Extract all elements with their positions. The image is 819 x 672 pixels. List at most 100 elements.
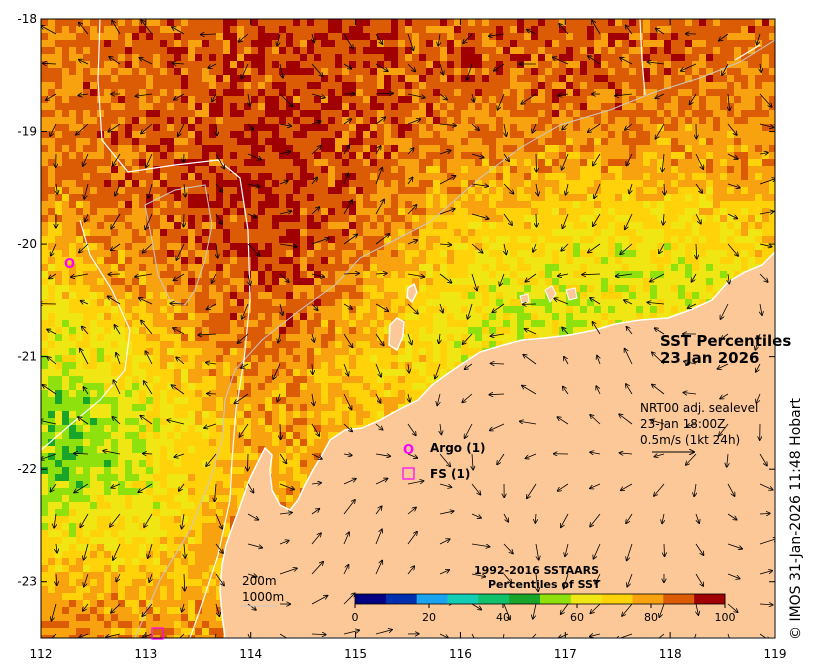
current-arrow — [683, 393, 697, 394]
current-arrow — [80, 513, 89, 527]
current-arrow — [343, 565, 349, 575]
colorbar-swatch — [385, 594, 418, 604]
current-arrow — [116, 353, 121, 365]
current-arrow — [49, 273, 57, 279]
current-arrow — [629, 183, 632, 193]
current-arrow — [621, 483, 633, 490]
current-arrow — [407, 566, 414, 575]
lat-tick-label: -23 — [17, 575, 37, 589]
current-arrow — [311, 273, 324, 277]
current-arrow — [655, 123, 665, 139]
current-arrow — [140, 416, 153, 425]
current-arrow — [532, 123, 537, 133]
current-arrow — [722, 63, 729, 75]
current-arrow — [279, 453, 286, 463]
current-arrow — [755, 333, 761, 350]
current-arrow — [80, 348, 89, 365]
plot-frame — [40, 18, 776, 639]
current-arrow — [78, 417, 89, 425]
current-arrow — [491, 363, 505, 364]
current-arrow — [439, 570, 449, 575]
lon-tick-label: 116 — [449, 647, 472, 661]
current-arrow — [562, 213, 569, 228]
land-mainland — [219, 250, 775, 638]
current-arrow — [659, 243, 665, 253]
current-arrow — [686, 453, 697, 465]
current-arrow — [215, 543, 223, 553]
current-arrow — [279, 124, 291, 126]
current-arrow — [471, 273, 477, 291]
current-arrow — [527, 483, 537, 498]
current-arrow — [439, 539, 450, 545]
current-arrow — [626, 153, 633, 166]
current-arrow — [311, 63, 323, 76]
current-arrow — [562, 153, 569, 170]
current-arrow — [626, 384, 633, 395]
current-arrow — [626, 513, 633, 523]
island-barrow — [388, 317, 405, 352]
current-arrow — [408, 363, 409, 373]
current-arrow — [82, 326, 89, 335]
current-arrow — [717, 363, 729, 369]
current-arrow — [439, 93, 447, 100]
current-arrow — [216, 243, 218, 258]
current-arrow — [588, 56, 601, 65]
current-arrow — [343, 200, 352, 215]
current-arrow — [50, 123, 57, 136]
current-arrow — [559, 633, 569, 638]
current-arrow — [759, 123, 773, 127]
current-arrow — [471, 153, 484, 158]
colorbar-title1: 1992-2016 SSTAARS — [474, 564, 599, 577]
current-arrow — [106, 633, 121, 637]
current-arrow — [79, 633, 89, 637]
current-arrow — [343, 454, 352, 455]
current-arrow — [503, 213, 512, 225]
current-arrow — [41, 26, 57, 35]
current-arrow — [176, 243, 185, 260]
current-arrow — [273, 363, 281, 379]
current-arrow — [311, 453, 322, 459]
current-arrow — [311, 146, 321, 155]
current-arrow — [247, 543, 262, 548]
current-arrow — [503, 603, 510, 620]
current-arrow — [247, 574, 257, 577]
current-arrow — [375, 303, 388, 311]
current-arrow — [51, 633, 57, 638]
current-arrow — [696, 603, 698, 615]
current-arrow — [81, 301, 89, 304]
current-arrow — [206, 303, 217, 309]
current-arrow — [311, 238, 329, 245]
current-arrow — [343, 363, 348, 376]
current-arrow — [208, 63, 217, 68]
current-arrow — [343, 423, 352, 431]
current-arrow — [142, 603, 153, 616]
current-arrow — [727, 153, 738, 159]
current-arrow — [178, 123, 185, 136]
current-arrow — [439, 176, 456, 185]
current-arrow — [50, 483, 57, 492]
current-arrow — [759, 633, 770, 638]
current-arrow — [146, 153, 153, 167]
current-arrow — [695, 543, 704, 555]
current-arrow — [439, 453, 450, 467]
current-arrow — [728, 93, 730, 110]
current-arrow — [74, 453, 89, 454]
colorbar-swatch — [694, 594, 726, 604]
current-arrow — [690, 93, 697, 104]
colorbar — [354, 593, 726, 605]
current-arrow — [407, 119, 420, 125]
current-arrow — [626, 327, 633, 335]
current-arrow — [564, 573, 569, 589]
current-arrow — [51, 603, 57, 621]
current-arrow — [695, 183, 702, 193]
current-arrow — [215, 603, 219, 616]
current-arrow — [83, 603, 89, 611]
current-arrow — [135, 94, 153, 96]
current-arrow — [588, 123, 601, 132]
lon-tick-label: 115 — [344, 647, 367, 661]
current-arrow — [647, 302, 665, 304]
colorbar-tick-label: 80 — [644, 611, 658, 624]
current-arrow — [112, 417, 121, 425]
current-arrow — [167, 420, 185, 425]
current-arrow — [56, 543, 57, 553]
